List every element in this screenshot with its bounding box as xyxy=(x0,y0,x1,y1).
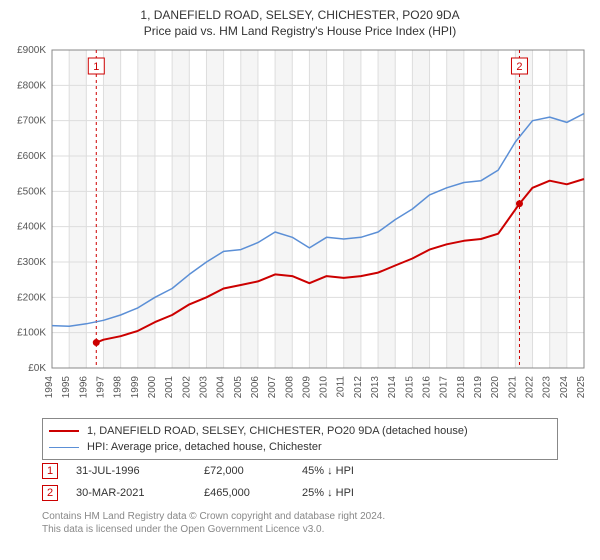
legend-item-hpi: HPI: Average price, detached house, Chic… xyxy=(49,439,551,455)
chart-title-subtitle: Price paid vs. HM Land Registry's House … xyxy=(0,22,600,44)
svg-text:2: 2 xyxy=(516,61,522,73)
svg-text:2008: 2008 xyxy=(284,376,295,399)
svg-text:£700K: £700K xyxy=(17,116,46,127)
svg-text:1999: 1999 xyxy=(130,376,141,399)
svg-text:2020: 2020 xyxy=(490,376,501,399)
svg-text:2009: 2009 xyxy=(301,376,312,399)
svg-text:£100K: £100K xyxy=(17,328,46,339)
svg-text:2012: 2012 xyxy=(353,376,364,399)
svg-text:1: 1 xyxy=(93,61,99,73)
svg-text:2018: 2018 xyxy=(456,376,467,399)
chart-legend: 1, DANEFIELD ROAD, SELSEY, CHICHESTER, P… xyxy=(42,418,558,460)
marker-badge-1: 1 xyxy=(42,463,58,479)
footer-line-1: Contains HM Land Registry data © Crown c… xyxy=(42,510,558,523)
svg-text:£300K: £300K xyxy=(17,257,46,268)
svg-text:2010: 2010 xyxy=(319,376,330,399)
svg-text:2014: 2014 xyxy=(387,376,398,399)
svg-text:2025: 2025 xyxy=(576,376,587,399)
footer-attribution: Contains HM Land Registry data © Crown c… xyxy=(42,510,558,536)
chart-area: £0K £100K £200K £300K £400K £500K £600K £700K £8… xyxy=(6,44,594,414)
svg-text:2023: 2023 xyxy=(542,376,553,399)
marker-price-1: £72,000 xyxy=(204,465,284,477)
marker-row-1: 1 31-JUL-1996 £72,000 45% ↓ HPI xyxy=(42,460,558,482)
svg-text:£900K: £900K xyxy=(17,45,46,56)
marker-date-2: 30-MAR-2021 xyxy=(76,487,186,499)
marker-date-1: 31-JUL-1996 xyxy=(76,465,186,477)
markers-table: 1 31-JUL-1996 £72,000 45% ↓ HPI 2 30-MAR… xyxy=(42,460,558,504)
svg-text:£0K: £0K xyxy=(28,363,46,374)
svg-text:2004: 2004 xyxy=(216,376,227,399)
svg-text:2007: 2007 xyxy=(267,376,278,399)
chart-title-address: 1, DANEFIELD ROAD, SELSEY, CHICHESTER, P… xyxy=(0,0,600,22)
legend-label-price-paid: 1, DANEFIELD ROAD, SELSEY, CHICHESTER, P… xyxy=(87,425,468,437)
marker-row-2: 2 30-MAR-2021 £465,000 25% ↓ HPI xyxy=(42,482,558,504)
svg-text:1994: 1994 xyxy=(44,376,55,399)
svg-text:2019: 2019 xyxy=(473,376,484,399)
svg-text:2001: 2001 xyxy=(164,376,175,399)
svg-text:2000: 2000 xyxy=(147,376,158,399)
svg-text:1998: 1998 xyxy=(113,376,124,399)
marker-badge-2: 2 xyxy=(42,485,58,501)
svg-text:2024: 2024 xyxy=(559,376,570,399)
svg-text:2005: 2005 xyxy=(233,376,244,399)
svg-text:2003: 2003 xyxy=(198,376,209,399)
legend-swatch-price-paid xyxy=(49,430,79,432)
svg-text:2016: 2016 xyxy=(422,376,433,399)
svg-text:1997: 1997 xyxy=(95,376,106,399)
svg-text:2011: 2011 xyxy=(336,376,347,398)
legend-label-hpi: HPI: Average price, detached house, Chic… xyxy=(87,441,322,453)
marker-price-2: £465,000 xyxy=(204,487,284,499)
footer-line-2: This data is licensed under the Open Gov… xyxy=(42,523,558,536)
svg-text:2017: 2017 xyxy=(439,376,450,399)
svg-text:2002: 2002 xyxy=(181,376,192,399)
line-chart-svg: £0K £100K £200K £300K £400K £500K £600K £700K £8… xyxy=(6,44,594,414)
svg-text:1995: 1995 xyxy=(61,376,72,399)
legend-item-price-paid: 1, DANEFIELD ROAD, SELSEY, CHICHESTER, P… xyxy=(49,423,551,439)
svg-text:2021: 2021 xyxy=(507,376,518,399)
svg-text:2006: 2006 xyxy=(250,376,261,399)
svg-text:2013: 2013 xyxy=(370,376,381,399)
svg-text:£200K: £200K xyxy=(17,292,46,303)
svg-text:£600K: £600K xyxy=(17,151,46,162)
svg-text:£500K: £500K xyxy=(17,186,46,197)
svg-text:£400K: £400K xyxy=(17,222,46,233)
legend-swatch-hpi xyxy=(49,447,79,448)
svg-text:2015: 2015 xyxy=(404,376,415,399)
marker-delta-2: 25% ↓ HPI xyxy=(302,487,412,499)
marker-delta-1: 45% ↓ HPI xyxy=(302,465,412,477)
svg-text:2022: 2022 xyxy=(525,376,536,399)
svg-text:1996: 1996 xyxy=(78,376,89,399)
svg-text:£800K: £800K xyxy=(17,80,46,91)
